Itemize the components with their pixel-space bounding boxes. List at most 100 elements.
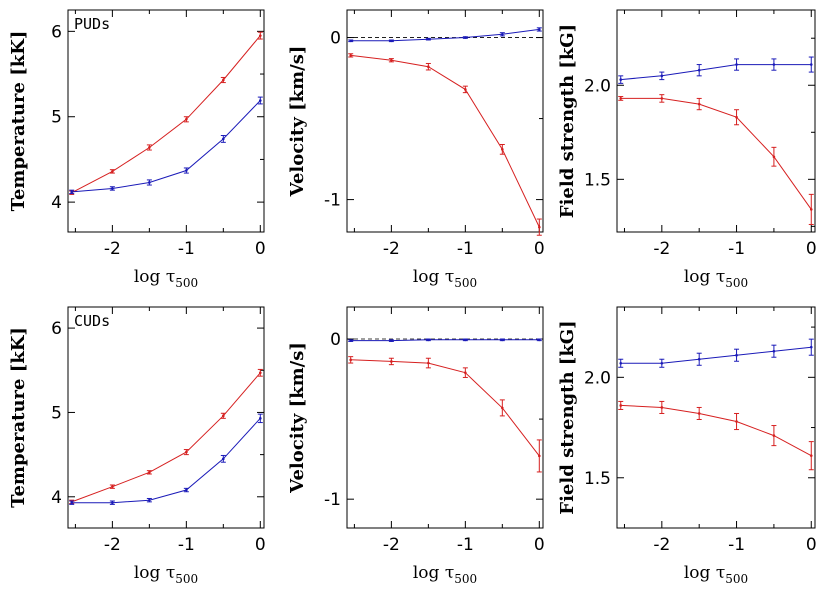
data-marker (222, 137, 225, 141)
data-marker (501, 148, 504, 151)
data-point-blue (146, 497, 152, 503)
data-marker (619, 78, 623, 81)
data-point-blue (183, 487, 189, 493)
series-blue (69, 96, 263, 195)
data-marker (735, 353, 738, 357)
data-marker (772, 155, 776, 159)
data-marker (809, 454, 813, 457)
series-blue (618, 338, 814, 368)
data-point-red (771, 425, 777, 447)
x-tick-label: 0 (255, 239, 266, 259)
data-point-blue (257, 413, 263, 424)
data-marker (259, 34, 262, 37)
plot-frame (346, 306, 544, 529)
data-marker (222, 78, 225, 82)
x-tick-label: -2 (653, 535, 670, 555)
data-point-blue (659, 71, 665, 81)
data-marker (111, 170, 114, 173)
y-axis-label: Temperature [kK] (8, 327, 29, 508)
y-tick-label: 1.5 (584, 170, 611, 190)
x-tick-label: -2 (653, 239, 670, 259)
data-marker (660, 74, 664, 78)
data-point-blue (425, 338, 431, 342)
series-line-blue (620, 346, 812, 364)
data-marker (809, 208, 813, 211)
y-tick-label: 0 (330, 330, 341, 350)
data-marker (735, 63, 738, 66)
plot-frame (67, 306, 265, 529)
data-point-blue (696, 64, 702, 77)
x-tick-label: -1 (457, 535, 474, 555)
series-line-red (620, 97, 812, 210)
data-marker (619, 361, 623, 365)
data-marker (70, 501, 73, 504)
data-point-blue (734, 58, 740, 71)
series-line-blue (71, 417, 261, 504)
data-point-red (808, 441, 814, 471)
y-tick-label: 6 (51, 319, 62, 339)
y-tick-label: -1 (324, 191, 341, 211)
data-marker (390, 58, 393, 62)
data-point-blue (771, 58, 777, 71)
y-axis-label: Field strength [kG] (557, 24, 578, 218)
plot-frame (616, 306, 816, 529)
series-blue (348, 338, 542, 342)
y-tick-label: 6 (51, 22, 62, 42)
data-marker (222, 457, 225, 461)
data-point-red (183, 449, 189, 456)
series-line-blue (620, 64, 812, 81)
data-marker (390, 360, 393, 363)
x-tick-label: -1 (457, 239, 474, 259)
data-point-red (257, 368, 263, 377)
x-tick-label: 0 (534, 239, 545, 259)
panel-0-0: -2 -1 0 4 5 6 Temperature [kK] log τ500 PUDs (8, 9, 266, 290)
data-marker (697, 102, 701, 106)
series-red (618, 94, 814, 225)
data-point-blue (220, 454, 226, 463)
data-marker (464, 371, 467, 374)
data-point-red (536, 439, 542, 473)
data-marker (660, 406, 664, 409)
data-marker (390, 339, 393, 342)
data-marker (697, 357, 701, 361)
data-point-blue (109, 500, 115, 505)
series-line-red (350, 54, 540, 228)
data-point-blue (808, 56, 814, 73)
data-point-red (696, 97, 702, 111)
panel-1-1: -2 -1 0 0 -1 Velocity [km/s] log τ500 (287, 306, 545, 586)
data-marker (772, 434, 776, 437)
data-point-blue (348, 339, 354, 342)
x-axis-label-main: log τ (413, 267, 454, 287)
data-point-red (388, 58, 394, 63)
data-marker (464, 88, 467, 91)
data-point-red (771, 146, 777, 167)
data-point-red (348, 53, 354, 58)
data-point-red (659, 400, 665, 414)
data-point-blue (618, 358, 624, 368)
series-line-red (71, 35, 261, 194)
data-marker (538, 454, 541, 458)
data-marker (185, 117, 188, 121)
series-line-blue (71, 100, 261, 193)
x-axis-label: log τ500 (684, 267, 748, 290)
data-marker (501, 406, 504, 410)
x-axis-label: log τ500 (134, 267, 198, 290)
x-tick-label: -1 (728, 535, 745, 555)
data-marker (697, 68, 701, 72)
y-tick-label: 4 (51, 193, 62, 213)
data-marker (349, 339, 352, 342)
data-marker (148, 181, 151, 184)
data-point-red (462, 85, 468, 94)
x-axis-label-subscript: 500 (175, 276, 198, 290)
x-axis-label-main: log τ (684, 563, 725, 583)
data-marker (111, 485, 114, 488)
data-point-red (146, 144, 152, 151)
data-marker (111, 501, 114, 504)
data-point-blue (771, 344, 777, 358)
data-marker (619, 97, 623, 100)
data-marker (427, 338, 430, 342)
data-point-red (183, 116, 189, 123)
data-marker (538, 28, 541, 31)
plot-frame (346, 9, 544, 233)
data-point-red (659, 94, 665, 103)
